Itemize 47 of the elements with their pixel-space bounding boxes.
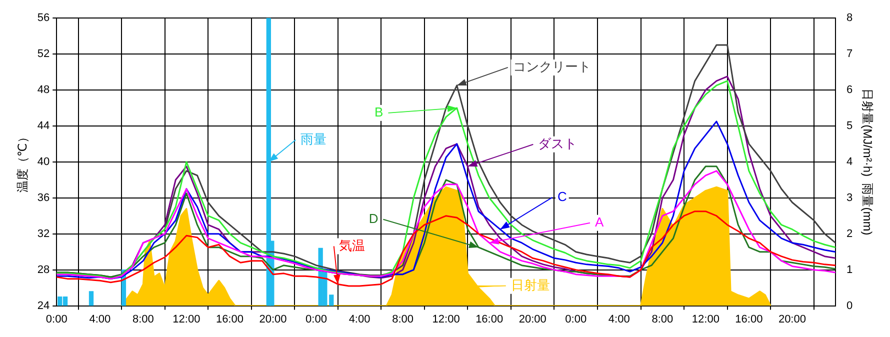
y2-axis-title: 日射量(MJ/m²·h) 雨量(mm) (860, 88, 874, 236)
y-tick-label: 48 (37, 84, 50, 96)
x-tick-label: 0:00 (565, 313, 587, 326)
y-tick-label: 32 (37, 228, 50, 240)
y2-tick-label: 7 (846, 48, 853, 60)
x-tick-label: 0:00 (306, 313, 327, 326)
y2-tick-label: 8 (846, 12, 853, 24)
x-tick-label: 4:00 (89, 313, 111, 326)
x-tick-label: 12:00 (432, 313, 460, 326)
series-label: 日射量 (510, 277, 550, 292)
x-tick-label: 20:00 (778, 313, 806, 326)
y-tick-label: 52 (37, 48, 50, 60)
text: D (368, 210, 378, 226)
x-tick-label: 0:00 (46, 313, 68, 326)
x-tick-label: 8:00 (652, 313, 674, 326)
y2-tick-label: 6 (846, 84, 853, 96)
x-tick-label: 12:00 (692, 313, 720, 326)
y-tick-label: 36 (37, 192, 50, 204)
text: A (594, 214, 604, 230)
text: 雨量 (300, 131, 327, 146)
x-tick-label: 16:00 (216, 313, 244, 326)
x-tick-label: 4:00 (348, 313, 370, 326)
y-tick-label: 44 (37, 120, 50, 132)
y2-tick-label: 5 (846, 120, 853, 132)
y2-tick-label: 0 (846, 300, 853, 312)
x-tick-label: 20:00 (259, 313, 287, 326)
y-tick-label: 24 (37, 300, 50, 312)
x-tick-label: 12:00 (172, 313, 200, 326)
x-tick-label: 4:00 (608, 313, 630, 326)
x-tick-label: 8:00 (392, 313, 414, 326)
text: C (557, 188, 567, 204)
y2-tick-label: 3 (846, 192, 853, 204)
y-axis-title: 温度（℃） (16, 131, 30, 193)
text: B (374, 104, 384, 120)
y-tick-label: 28 (37, 264, 50, 276)
text: ダスト (538, 136, 578, 151)
y-tick-label: 40 (37, 156, 50, 168)
y2-tick-label: 1 (846, 264, 853, 276)
y-tick-label: 56 (37, 12, 50, 24)
x-tick-label: 16:00 (735, 313, 763, 326)
x-tick-label: 20:00 (518, 313, 546, 326)
y2-tick-label: 2 (846, 228, 853, 240)
x-tick-label: 16:00 (476, 313, 504, 326)
y2-tick-label: 4 (846, 156, 853, 168)
x-tick-label: 8:00 (132, 313, 154, 326)
text: 気温 (338, 238, 365, 253)
text: コンクリート (512, 59, 591, 74)
